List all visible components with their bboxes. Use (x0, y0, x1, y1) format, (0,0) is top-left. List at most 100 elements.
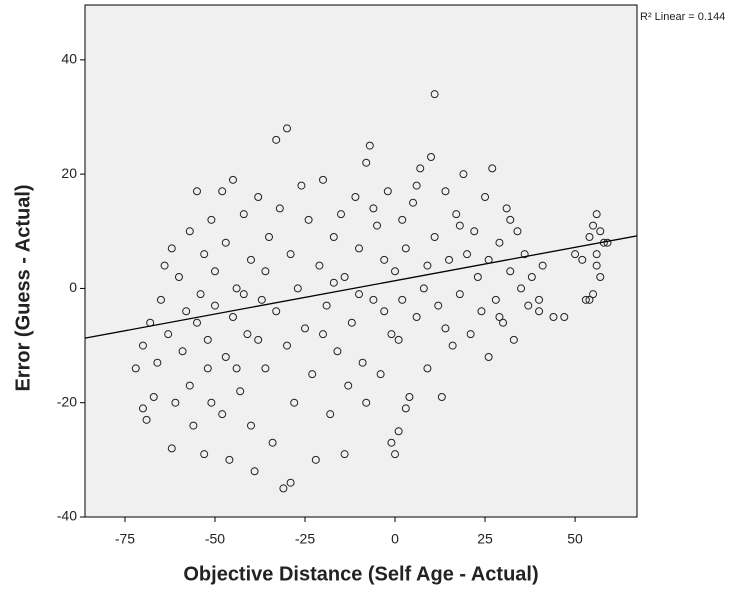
point (430, 233, 439, 241)
point (560, 313, 569, 321)
point (319, 175, 328, 184)
point (286, 478, 295, 487)
point (585, 295, 594, 304)
point (603, 238, 612, 247)
point (502, 204, 511, 213)
point (481, 193, 490, 201)
point (189, 421, 198, 430)
point (228, 313, 237, 321)
point (232, 284, 241, 293)
point (506, 215, 515, 224)
point (236, 387, 245, 396)
point (272, 307, 281, 316)
point (333, 347, 342, 356)
point (581, 295, 590, 304)
point (297, 181, 306, 190)
point (488, 164, 497, 173)
point (495, 238, 504, 247)
point (149, 393, 158, 401)
point (192, 318, 201, 327)
point (207, 398, 216, 407)
point (398, 215, 407, 224)
point (463, 250, 472, 259)
x-axis-title: Objective Distance (Self Age - Actual) (183, 563, 538, 585)
point (369, 295, 378, 304)
r2-annotation: R² Linear = 0.144 (640, 11, 725, 23)
point (355, 244, 364, 253)
point (308, 370, 317, 379)
y-tick-label: 0 (69, 279, 77, 295)
point (210, 267, 219, 276)
point (301, 324, 310, 333)
point (344, 381, 353, 390)
point (430, 90, 439, 99)
point (383, 187, 392, 196)
point (524, 301, 533, 310)
point (491, 295, 500, 304)
point (203, 335, 212, 344)
point (394, 427, 403, 436)
point (246, 421, 255, 430)
point (401, 244, 410, 253)
point (437, 393, 446, 401)
point (419, 284, 428, 293)
point (315, 261, 324, 270)
point (293, 284, 302, 293)
y-tick-label: -20 (57, 393, 77, 409)
point (517, 284, 526, 293)
plot-area (84, 4, 638, 518)
point (261, 364, 270, 373)
point (520, 250, 529, 259)
point (391, 450, 400, 459)
point (160, 261, 169, 270)
point (387, 438, 396, 447)
point (246, 255, 255, 264)
point (484, 353, 493, 361)
point (589, 290, 598, 299)
point (261, 267, 270, 276)
point (398, 295, 407, 304)
point (527, 273, 536, 281)
point (477, 307, 486, 316)
fit-line (84, 235, 638, 339)
point (131, 364, 140, 373)
point (538, 261, 547, 270)
point (592, 261, 601, 270)
y-tick-label: 20 (61, 165, 77, 181)
point (578, 255, 587, 264)
point (589, 221, 598, 230)
point (441, 324, 450, 333)
x-tick-label: -75 (115, 531, 135, 547)
point (455, 290, 464, 299)
point (509, 335, 518, 344)
point (369, 204, 378, 213)
point (182, 307, 191, 316)
point (329, 278, 338, 287)
point (596, 227, 605, 236)
point (592, 250, 601, 259)
point (178, 347, 187, 356)
point (254, 335, 263, 344)
point (412, 181, 421, 190)
point (401, 404, 410, 413)
point (283, 124, 292, 133)
point (585, 233, 594, 241)
point (304, 215, 313, 224)
point (596, 273, 605, 281)
point (380, 255, 389, 264)
point (376, 370, 385, 379)
point (391, 267, 400, 276)
y-axis-title: Error (Guess - Actual) (12, 184, 34, 391)
point (283, 341, 292, 350)
point (225, 455, 234, 464)
point (275, 204, 284, 213)
point (210, 301, 219, 310)
point (218, 187, 227, 196)
point (513, 227, 522, 236)
point (203, 364, 212, 373)
y-tick-label: -40 (57, 508, 77, 524)
point (142, 415, 151, 424)
point (196, 290, 205, 299)
x-tick-label: 25 (477, 531, 493, 547)
x-tick-label: 50 (567, 531, 583, 547)
